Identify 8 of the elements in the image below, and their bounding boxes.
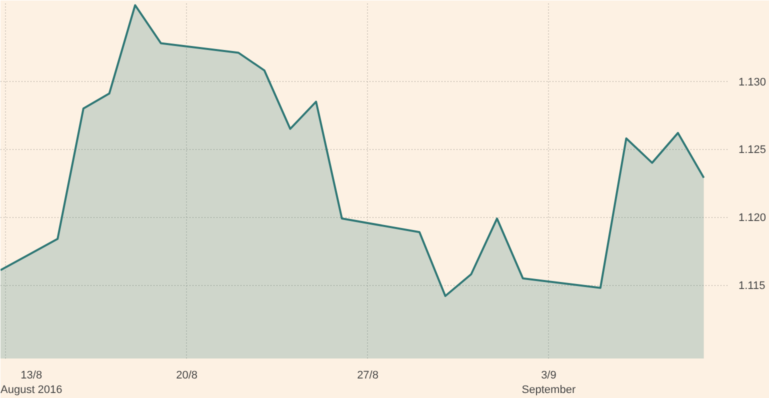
- y-tick-label: 1.120: [738, 212, 766, 224]
- y-tick-label: 1.130: [738, 76, 766, 88]
- y-tick-label: 1.125: [738, 144, 766, 156]
- y-tick-label: 1.115: [738, 280, 766, 292]
- x-tick-label: 13/8 August 2016: [0, 370, 62, 396]
- x-tick-label: 3/9 September: [522, 370, 576, 396]
- x-tick-label: 27/8: [357, 370, 378, 382]
- x-tick-label: 20/8: [176, 370, 198, 382]
